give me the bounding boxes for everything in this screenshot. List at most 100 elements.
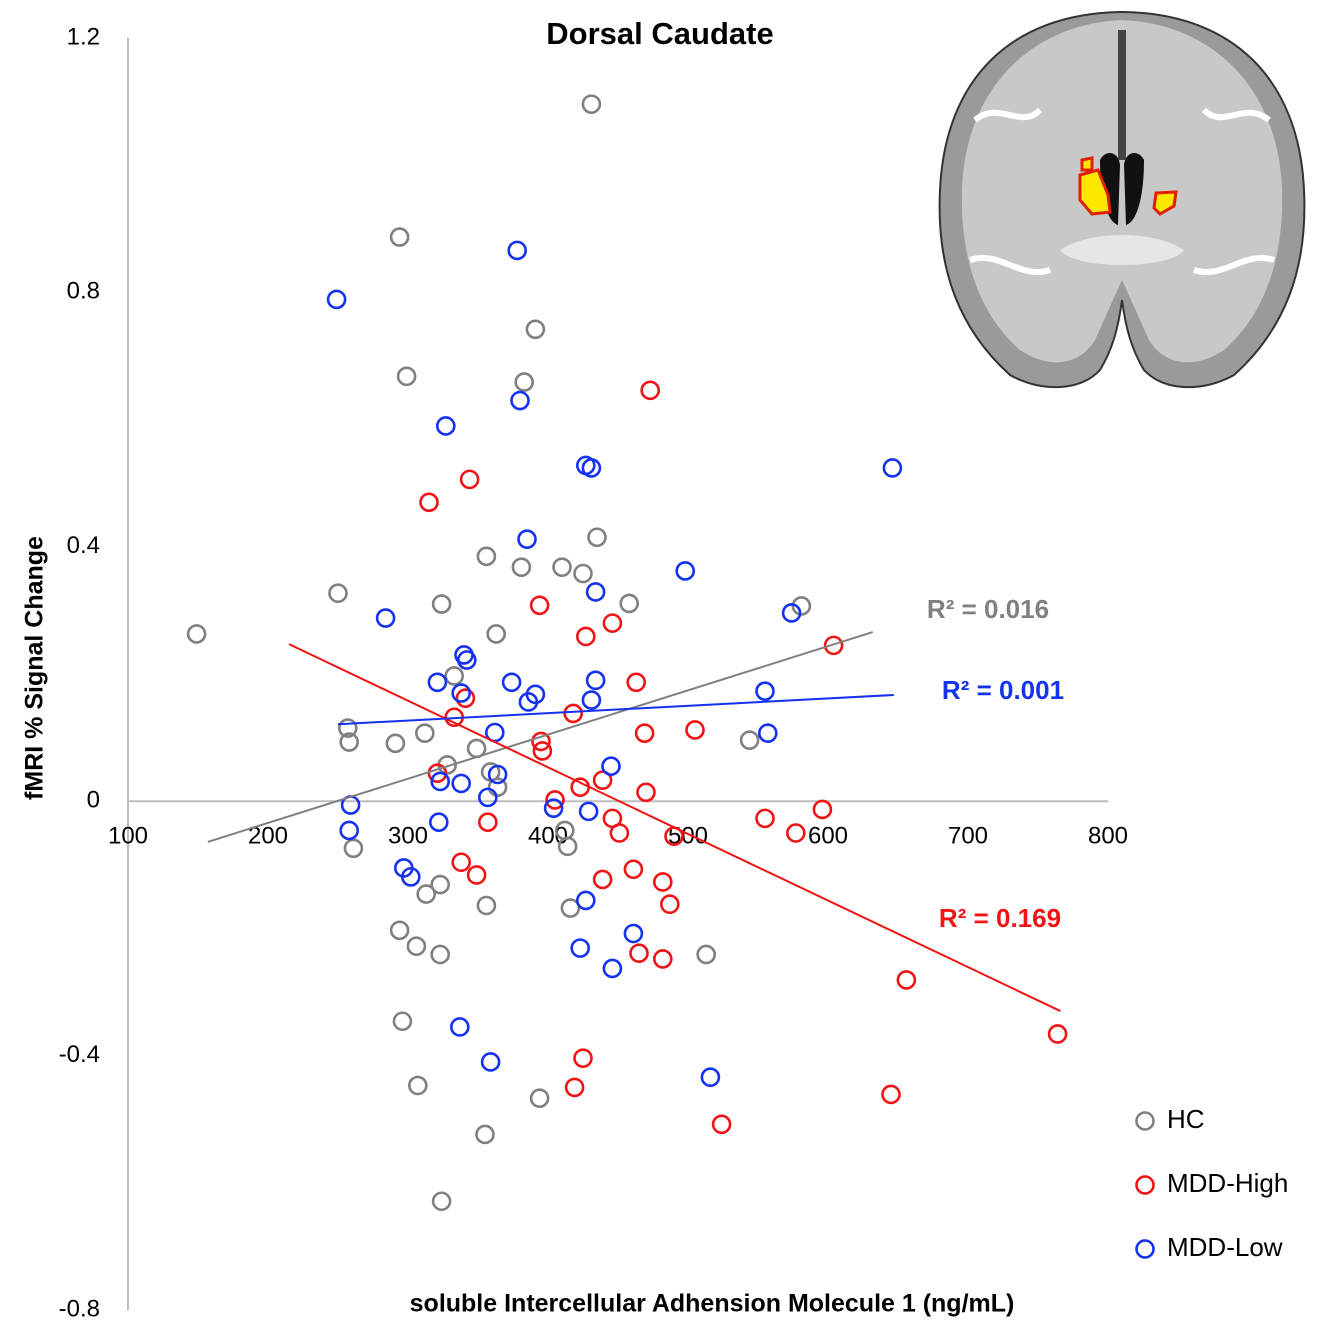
x-tick-label: 400 [528,823,568,850]
data-point [781,603,802,623]
data-point [543,798,564,818]
data-point [791,596,812,616]
data-point [486,624,507,644]
x-tick-label: 100 [108,823,148,850]
data-point [532,741,553,761]
data-point [430,874,451,895]
data-point [475,1124,495,1145]
data-point [755,808,775,829]
data-point [585,670,606,691]
data-point [487,777,508,798]
data-point [570,938,591,958]
data-point [339,732,360,752]
data-point [407,1075,428,1096]
trendline [288,643,1061,1012]
data-point [652,872,673,892]
data-point [685,720,705,740]
trendline [207,631,874,843]
data-point [375,608,396,628]
r-squared-label: R² = 0.016 [927,594,1049,624]
data-point [451,773,472,794]
r-squared-label: R² = 0.169 [939,903,1061,933]
data-point [414,723,435,743]
data-point [601,756,621,777]
data-point [652,949,673,969]
trendline [337,693,894,726]
data-point [328,583,348,604]
data-point [326,289,347,310]
data-point [573,563,593,584]
data-point [343,838,364,859]
data-point [501,672,522,693]
data-point [392,1011,413,1032]
data-point [477,812,498,832]
y-tick-label: 1.2 [67,23,100,50]
y-tick-label: -0.4 [59,1041,100,1068]
data-point [785,823,806,843]
data-point [626,672,647,693]
data-point [449,1017,470,1037]
y-tick-label: 0.4 [67,532,100,559]
data-point [560,898,581,918]
data-point [592,869,613,890]
data-point [435,416,456,436]
data-point [882,458,903,478]
data-point [659,894,680,915]
data-point [619,593,640,614]
data-point [476,895,497,916]
data-point [602,613,623,633]
data-point [451,683,472,703]
data-point [881,1084,901,1105]
data-point [451,852,472,873]
data-point [812,799,833,820]
data-point [419,492,439,513]
data-point [529,595,550,616]
legend-marker [1135,1239,1155,1259]
data-point [552,557,572,577]
data-point [581,458,602,478]
data-point [477,787,498,808]
data-point [896,970,917,990]
data-point [675,561,696,581]
data-point [507,240,528,261]
data-point [545,790,565,810]
data-point [623,859,644,880]
data-point [518,692,539,712]
x-tick-label: 800 [1088,823,1128,850]
data-point [609,823,630,843]
y-axis-label: fMRI % Signal Change [21,536,49,800]
data-point [531,731,551,752]
data-point [444,666,465,686]
chart-title: Dorsal Caudate [546,16,773,51]
data-point [430,944,451,965]
data-point [416,884,437,904]
data-point [700,1067,721,1088]
data-point [427,672,448,693]
data-point [739,730,760,750]
data-point [430,771,451,792]
data-point [587,527,607,548]
data-point [602,958,623,979]
brain-inset [935,8,1310,395]
y-tick-label: -0.8 [59,1295,100,1322]
data-point [636,782,656,803]
data-point [696,944,717,965]
data-point [575,890,596,911]
data-point [573,1048,593,1068]
data-point [640,380,661,401]
data-point [459,469,480,490]
data-point [755,681,775,701]
data-point [634,723,655,743]
data-point [514,372,535,392]
data-point [476,546,497,567]
data-point [592,770,613,791]
x-tick-label: 600 [808,823,848,850]
data-point [396,366,417,387]
x-tick-label: 300 [388,823,428,850]
data-point [455,688,476,708]
data-point [510,390,530,411]
r-squared-label: R² = 0.001 [942,675,1064,705]
data-point [529,1088,550,1109]
data-point [431,594,452,614]
